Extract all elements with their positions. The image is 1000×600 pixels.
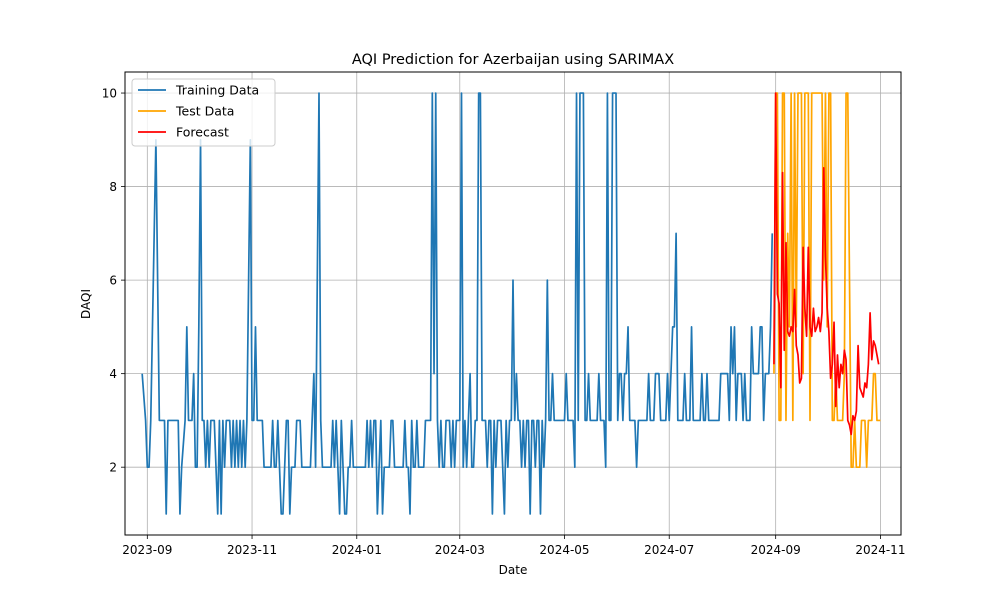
x-tick-label: 2024-03 bbox=[435, 543, 485, 557]
x-axis-title: Date bbox=[499, 563, 528, 577]
y-tick-label: 2 bbox=[109, 461, 117, 475]
plot-frame bbox=[124, 71, 902, 536]
x-tick-label: 2024-09 bbox=[751, 543, 801, 557]
legend-label-training-data: Training Data bbox=[175, 83, 259, 98]
y-tick-label: 6 bbox=[109, 274, 117, 288]
x-tick-label: 2023-09 bbox=[122, 543, 172, 557]
x-tick-label: 2024-05 bbox=[539, 543, 589, 557]
legend-label-test-data: Test Data bbox=[175, 104, 234, 119]
x-tick-label: 2024-01 bbox=[332, 543, 382, 557]
legend: Training Data Test Data Forecast bbox=[131, 78, 276, 147]
x-tick-label: 2024-11 bbox=[855, 543, 905, 557]
series-line-training-data bbox=[141, 92, 774, 515]
x-tick-label: 2023-11 bbox=[227, 543, 277, 557]
x-tick-label: 2024-07 bbox=[644, 543, 694, 557]
series-lines bbox=[141, 92, 881, 515]
chart-title: AQI Prediction for Azerbaijan using SARI… bbox=[352, 52, 674, 68]
y-tick-label: 4 bbox=[109, 367, 117, 381]
y-tick-label: 8 bbox=[109, 180, 117, 194]
axis-ticks: 2023-09 2023-11 2024-01 2024-03 2024-05 2024-… bbox=[102, 87, 906, 557]
series-line-forecast bbox=[773, 92, 880, 436]
y-axis-title: DAQI bbox=[79, 289, 93, 319]
legend-box bbox=[131, 78, 276, 147]
y-tick-label: 10 bbox=[102, 87, 117, 101]
legend-label-forecast: Forecast bbox=[176, 125, 229, 140]
series-line-test-data bbox=[773, 92, 881, 469]
